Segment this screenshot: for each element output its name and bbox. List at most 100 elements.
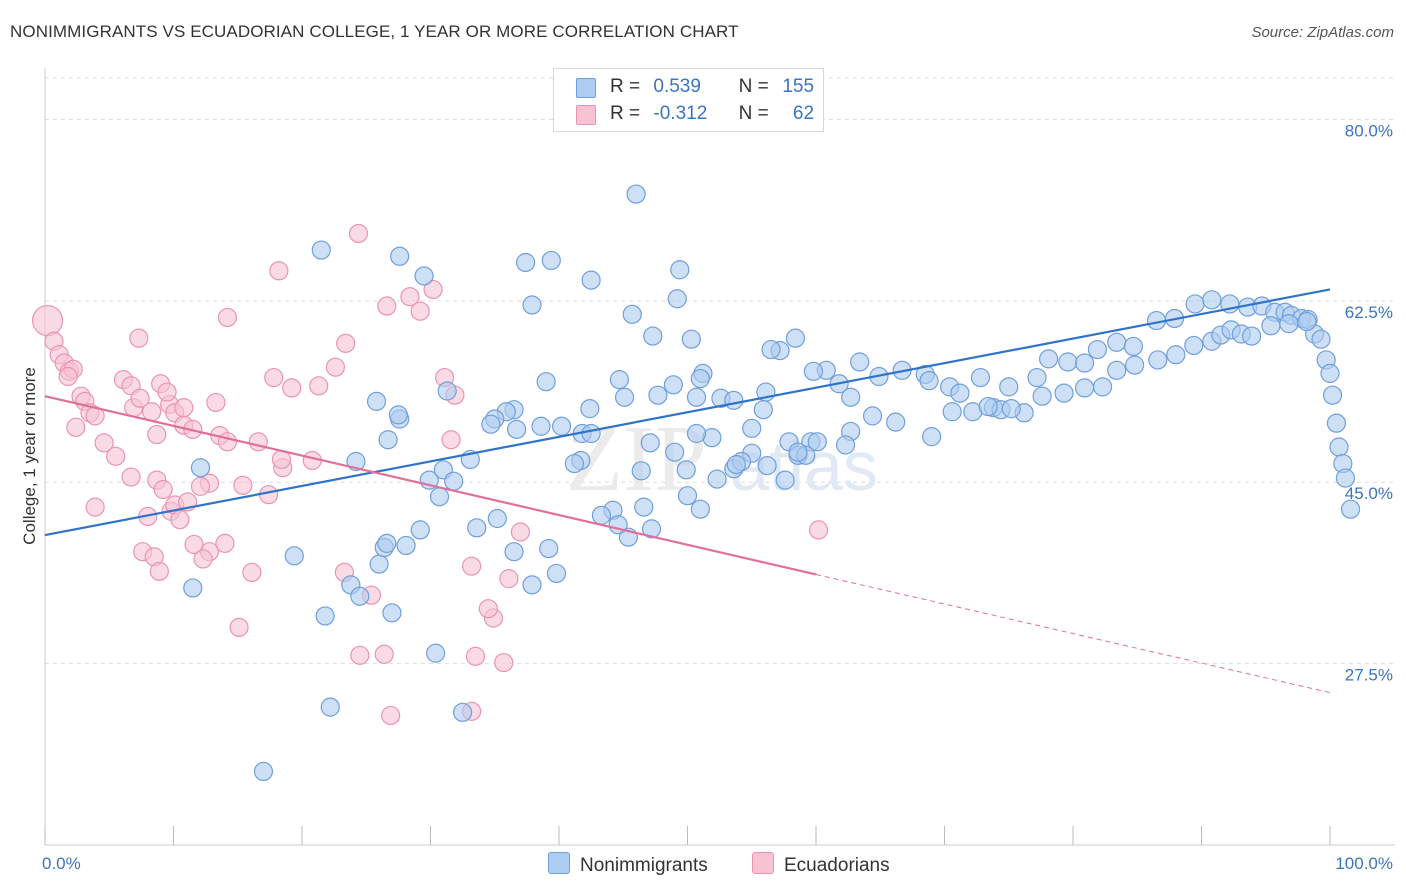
nonimmigrant-point-109	[665, 442, 685, 462]
ecuadorian-point-71	[808, 520, 829, 540]
nonimmigrant-point-119	[807, 432, 827, 452]
nonimmigrant-point-108	[677, 486, 698, 506]
ecuadorian-point-79	[269, 261, 289, 281]
nonimmigrant-point-19	[536, 372, 556, 392]
ecuadorian-point-32	[233, 475, 253, 495]
nonimmigrant-point-153	[426, 643, 446, 663]
ecuadorian-point-58	[410, 301, 430, 321]
nonimmigrant-point-142	[315, 606, 335, 626]
nonimmigrant-point-0	[626, 184, 646, 204]
nonimmigrant-point-165	[467, 518, 487, 538]
nonimmigrant-point-18	[609, 370, 629, 390]
ecuadorian-point-85	[381, 705, 401, 726]
nonimmigrant-point-61	[919, 371, 939, 391]
nonimmigrant-point-5	[670, 260, 690, 280]
nonimmigrant-point-167	[539, 538, 559, 559]
ecuadorian-point-25	[157, 382, 177, 402]
nonimmigrants-points	[183, 184, 1361, 782]
nonimmigrant-point-91	[1329, 437, 1349, 457]
ecuadorian-point-19	[142, 402, 162, 422]
ecuadorian-point-72	[85, 497, 105, 517]
nonimmigrant-point-164	[388, 405, 408, 425]
ecuadorian-point-78	[217, 307, 238, 328]
nonimmigrant-point-104	[634, 497, 654, 517]
nonimmigrant-point-34	[506, 419, 527, 439]
nonimmigrant-point-20	[663, 375, 683, 395]
nonimmigrant-point-147	[377, 533, 397, 553]
ecuadorian-point-11	[66, 417, 86, 437]
nonimmigrant-point-138	[1297, 311, 1317, 332]
legend-label-nonimmigrants: Nonimmigrants	[580, 855, 708, 876]
ecuadorian-point-84	[374, 644, 394, 664]
nonimmigrant-point-141	[284, 546, 304, 566]
nonimmigrant-point-105	[641, 519, 662, 539]
ecuadorian-point-80	[325, 357, 346, 377]
nonimmigrant-point-113	[690, 499, 710, 519]
nonimmigrant-point-111	[726, 455, 746, 475]
nonimmigrant-point-27	[753, 400, 773, 420]
ecuadorian-point-0	[31, 304, 64, 337]
nonimmigrant-point-6	[414, 266, 434, 286]
tick-labels: 27.5% 45.0% 62.5% 80.0% 0.0% 100.0%	[42, 121, 1393, 873]
nonimmigrant-point-64	[970, 367, 991, 388]
nonimmigrant-point-95	[761, 339, 781, 360]
ecuadorian-point-26	[174, 398, 194, 418]
nonimmigrant-point-26	[724, 390, 744, 410]
nonimmigrant-point-99	[775, 470, 795, 490]
ecuadorian-point-13	[106, 446, 126, 466]
nonimmigrant-point-9	[522, 295, 542, 315]
nonimmigrant-point-120	[978, 396, 998, 417]
nonimmigrant-point-160	[378, 430, 398, 450]
nonimmigrant-point-41	[564, 453, 585, 474]
ecuadorian-point-54	[336, 333, 356, 353]
nonimmigrant-point-7	[581, 270, 601, 290]
pink-swatch-icon	[752, 852, 774, 874]
nonimmigrants-trend-line	[44, 288, 1331, 537]
r-label: R =	[610, 103, 641, 124]
nonimmigrant-point-121	[1001, 399, 1021, 419]
nonimmigrant-point-128	[1148, 350, 1168, 370]
nonimmigrant-point-31	[580, 399, 600, 419]
x-tick-label-max: 100.0%	[1335, 854, 1393, 873]
r-value-nonimmigrants: 0.539	[653, 76, 701, 97]
r-value-ecuadorians: -0.312	[653, 103, 708, 124]
ecuadorian-point-67	[478, 599, 498, 619]
nonimmigrant-point-17	[690, 368, 710, 389]
nonimmigrant-point-118	[788, 442, 808, 462]
ecuadorian-point-70	[510, 522, 531, 542]
n-value-ecuadorians: 62	[792, 103, 815, 124]
trend-lines	[44, 288, 1331, 694]
nonimmigrant-point-89	[1322, 385, 1343, 405]
ecuadorian-point-69	[499, 569, 519, 589]
nonimmigrant-point-96	[803, 361, 824, 381]
nonimmigrant-point-35	[481, 414, 501, 434]
n-label: N =	[738, 103, 769, 124]
nonimmigrant-point-50	[922, 427, 942, 447]
nonimmigrant-point-125	[1092, 377, 1113, 397]
nonimmigrant-point-66	[1027, 367, 1047, 388]
ecuadorian-point-40	[170, 509, 190, 530]
nonimmigrant-point-123	[1054, 383, 1074, 403]
ecuadorian-point-59	[423, 279, 443, 300]
nonimmigrant-point-86	[1311, 329, 1331, 349]
ecuadorian-point-46	[242, 562, 262, 583]
ecuadorian-point-61	[441, 430, 461, 450]
ecuadorian-point-51	[282, 378, 302, 398]
ecuadorians-trend-line	[44, 395, 817, 576]
ecuadorian-point-76	[184, 534, 204, 555]
nonimmigrant-point-28	[437, 381, 457, 401]
nonimmigrant-point-117	[835, 435, 856, 455]
nonimmigrant-point-154	[453, 702, 473, 722]
nonimmigrant-point-171	[504, 542, 524, 562]
nonimmigrant-point-68	[1058, 352, 1078, 372]
nonimmigrant-point-1	[311, 240, 331, 260]
nonimmigrant-point-63	[950, 383, 970, 403]
nonimmigrant-point-166	[522, 575, 542, 595]
nonimmigrant-point-22	[686, 387, 707, 407]
ecuadorian-point-45	[229, 617, 249, 637]
ecuadorian-point-20	[147, 424, 167, 445]
nonimmigrant-point-48	[862, 406, 883, 426]
ecuadorian-point-75	[149, 561, 169, 581]
nonimmigrant-point-126	[1107, 360, 1127, 380]
nonimmigrant-point-65	[999, 377, 1019, 397]
